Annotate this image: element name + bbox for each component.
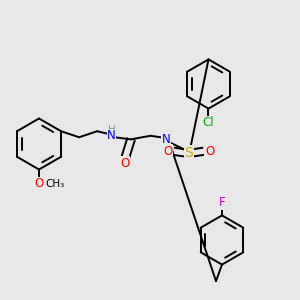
Text: O: O: [34, 177, 43, 190]
Text: O: O: [205, 145, 214, 158]
Text: N: N: [107, 129, 116, 142]
Text: CH₃: CH₃: [46, 179, 65, 189]
Text: N: N: [162, 133, 170, 146]
Text: O: O: [120, 157, 130, 170]
Text: O: O: [163, 145, 172, 158]
Text: Cl: Cl: [203, 116, 214, 129]
Text: F: F: [219, 196, 225, 209]
Text: S: S: [184, 146, 193, 160]
Text: H: H: [108, 125, 116, 135]
